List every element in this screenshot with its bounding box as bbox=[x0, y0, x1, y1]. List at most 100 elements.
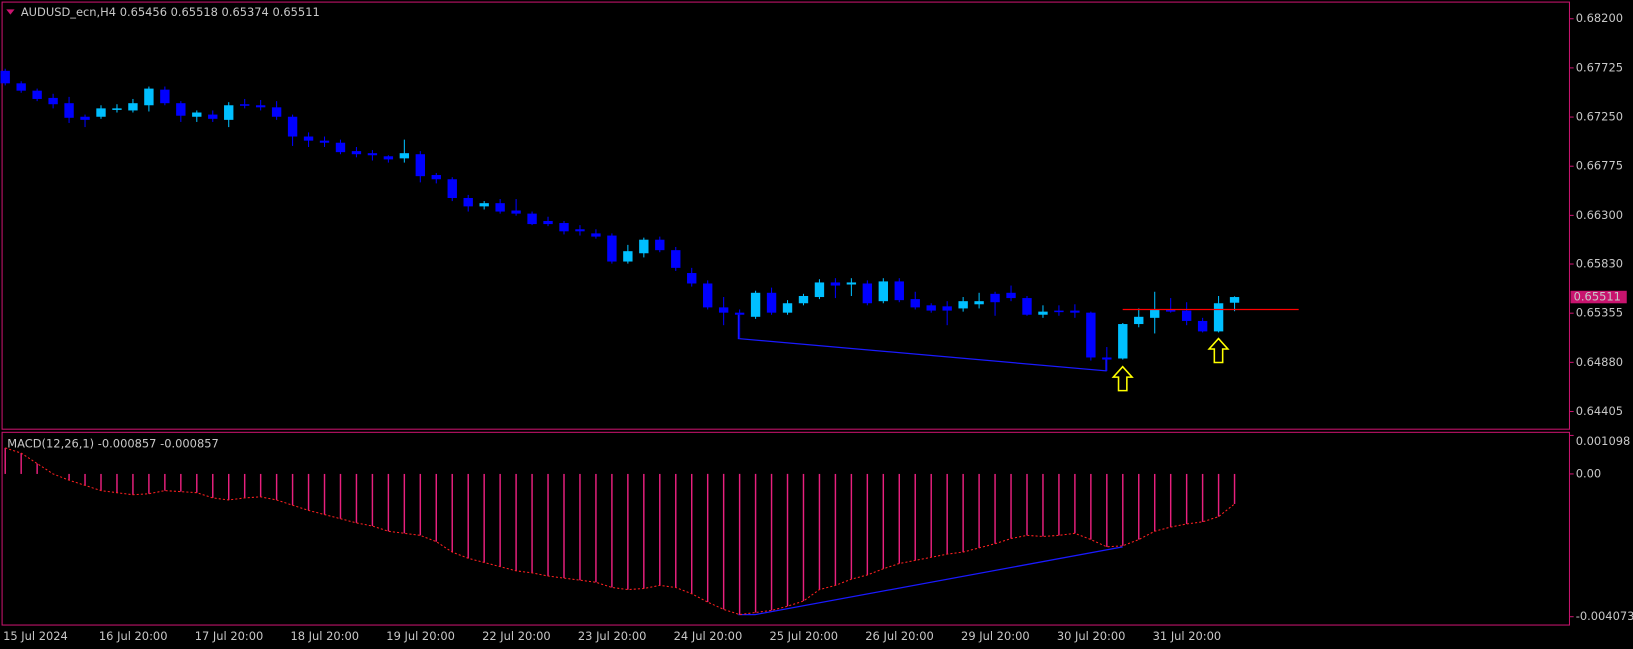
candle-body bbox=[96, 108, 106, 117]
x-tick-label: 24 Jul 20:00 bbox=[674, 629, 743, 643]
candle-body bbox=[926, 305, 936, 311]
candle-body bbox=[16, 83, 26, 91]
macd-panel bbox=[1, 431, 1570, 626]
candle-body bbox=[367, 153, 378, 156]
candle-body bbox=[1086, 312, 1096, 358]
candle-body bbox=[862, 283, 873, 304]
y-tick-label: 0.65355 bbox=[1576, 306, 1623, 320]
candle-body bbox=[1213, 303, 1224, 332]
candle-body bbox=[1166, 309, 1176, 312]
candle-body bbox=[112, 108, 122, 110]
y-tick-label: 0.00 bbox=[1576, 466, 1601, 480]
buy-arrow bbox=[1111, 365, 1134, 392]
candle-body bbox=[671, 250, 681, 268]
chart-title: AUDUSD_ecn,H4 0.65456 0.65518 0.65374 0.… bbox=[21, 5, 320, 19]
x-tick-label: 23 Jul 20:00 bbox=[578, 629, 647, 643]
candle-body bbox=[80, 116, 90, 120]
candle-body bbox=[894, 281, 904, 301]
candle-body bbox=[1134, 316, 1144, 325]
candle-body bbox=[32, 90, 42, 99]
candle-body bbox=[1118, 324, 1128, 359]
candle-body bbox=[766, 292, 777, 313]
menu-triangle[interactable] bbox=[6, 9, 15, 15]
y-tick-label: 0.65830 bbox=[1576, 257, 1623, 271]
candle-body bbox=[543, 220, 553, 225]
y-tick-label: 0.64405 bbox=[1576, 404, 1623, 418]
candle-body bbox=[208, 114, 218, 119]
candle-body bbox=[750, 292, 761, 317]
candle-body bbox=[814, 282, 825, 298]
candle-body bbox=[958, 301, 968, 309]
candle-body bbox=[255, 105, 266, 108]
candle-body bbox=[319, 140, 330, 143]
candle-body bbox=[687, 273, 697, 284]
candle-body bbox=[271, 107, 282, 117]
candle-body bbox=[559, 223, 569, 232]
candle-body bbox=[575, 229, 585, 232]
candle-body bbox=[974, 301, 984, 305]
candle-body bbox=[240, 104, 250, 106]
candle-body bbox=[495, 203, 505, 212]
y-tick-label: 0.67725 bbox=[1576, 60, 1623, 74]
x-tick-label: 16 Jul 20:00 bbox=[99, 629, 168, 643]
indicator-title: MACD(12,26,1) -0.000857 -0.000857 bbox=[7, 436, 219, 450]
candle-body bbox=[192, 112, 202, 117]
candle-body bbox=[878, 281, 888, 302]
candle-body bbox=[734, 312, 745, 315]
x-tick-label: 15 Jul 2024 bbox=[3, 629, 68, 643]
candle-body bbox=[830, 282, 841, 286]
candle-body bbox=[463, 197, 473, 207]
candle-body bbox=[128, 103, 138, 111]
candle-body bbox=[1197, 320, 1208, 332]
candle-body bbox=[846, 282, 857, 285]
candle-body bbox=[607, 235, 617, 262]
candle-body bbox=[447, 179, 457, 198]
current-price-box bbox=[1570, 290, 1627, 304]
candle-body bbox=[718, 307, 729, 313]
candle-body bbox=[144, 88, 154, 106]
y-tick-label: 0.001098 bbox=[1576, 434, 1631, 448]
candle-body bbox=[160, 89, 170, 104]
x-tick-label: 31 Jul 20:00 bbox=[1153, 629, 1222, 643]
candle-body bbox=[351, 151, 362, 155]
y-tick-label: 0.64880 bbox=[1576, 355, 1623, 369]
candle-body bbox=[415, 154, 425, 177]
candle-body bbox=[287, 116, 298, 137]
x-tick-label: 17 Jul 20:00 bbox=[195, 629, 264, 643]
candle-body bbox=[1054, 310, 1064, 313]
candle-body bbox=[48, 97, 58, 105]
candle-body bbox=[383, 156, 394, 160]
candle-body bbox=[591, 233, 601, 237]
candle-body bbox=[1022, 298, 1032, 315]
candle-body bbox=[990, 293, 1000, 303]
candle-body bbox=[798, 296, 809, 304]
candle-body bbox=[1038, 311, 1048, 315]
y-tick-label: 0.66775 bbox=[1576, 159, 1623, 173]
current-price-label: 0.65511 bbox=[1574, 290, 1621, 304]
candle-body bbox=[511, 210, 521, 214]
candle-body bbox=[1070, 310, 1080, 313]
candle-body bbox=[639, 239, 649, 254]
candle-body bbox=[224, 105, 234, 120]
candle-body bbox=[623, 251, 633, 262]
price-trendline bbox=[737, 314, 1107, 372]
candle-body bbox=[303, 136, 314, 141]
candle-body bbox=[782, 303, 793, 313]
x-tick-label: 29 Jul 20:00 bbox=[961, 629, 1030, 643]
y-tick-label: 0.66300 bbox=[1576, 208, 1623, 222]
candle-body bbox=[1150, 309, 1160, 318]
candle-body bbox=[479, 203, 489, 207]
candle-body bbox=[431, 175, 441, 180]
y-tick-label: 0.67250 bbox=[1576, 110, 1623, 124]
x-tick-label: 22 Jul 20:00 bbox=[482, 629, 551, 643]
candle-body bbox=[1229, 297, 1240, 303]
y-tick-label: -0.004073 bbox=[1576, 609, 1633, 623]
candle-body bbox=[703, 283, 713, 308]
macd-trendline bbox=[738, 546, 1123, 616]
candle-body bbox=[64, 103, 74, 118]
y-tick-label: 0.68200 bbox=[1576, 11, 1623, 25]
candle-body bbox=[399, 153, 410, 159]
